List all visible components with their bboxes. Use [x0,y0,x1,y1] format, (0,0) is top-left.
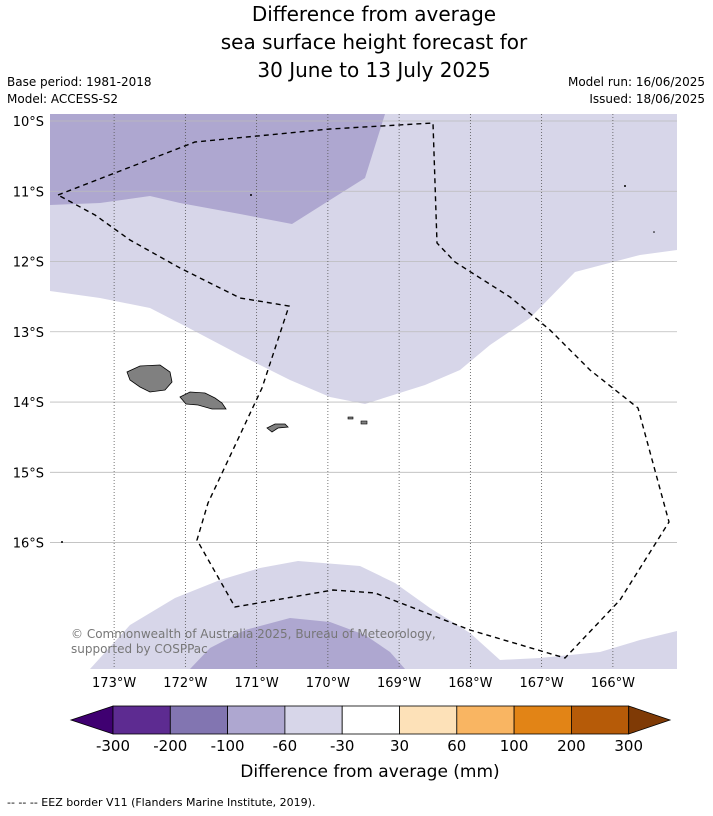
colorbar-tick: 30 [390,737,409,755]
colorbar-tick: 200 [557,737,586,755]
colorbar-extend-high [628,705,672,735]
title-line-2: sea surface height forecast for [220,30,528,54]
colorbar-segment [399,705,458,735]
base-period: Base period: 1981-2018 [7,75,152,89]
lat-label: 10°S [13,115,44,130]
colorbar-title: Difference from average (mm) [240,762,499,782]
eez-footnote: -- -- -- EEZ border V11 (Flanders Marine… [7,796,316,809]
map-area [50,114,677,669]
copyright-notice: © Commonwealth of Australia 2025, Bureau… [71,627,436,656]
lon-label: 169°W [377,676,421,691]
colorbar-segment [169,705,229,735]
colorbar-segment [227,705,286,735]
island-savaii [126,364,173,393]
meta-left: Base period: 1981-2018 Model: ACCESS-S2 [7,74,152,108]
anomaly-region-medium-north [50,114,385,224]
lon-label: 167°W [520,676,564,691]
anomaly-region-medium-south [190,618,405,669]
island-tutuila [266,423,289,433]
island-tiny-2 [624,185,626,187]
colorbar-tick: -200 [153,737,187,755]
colorbar [69,705,672,735]
title-line-3: 30 June to 13 July 2025 [257,58,491,82]
lat-label: 13°S [13,326,44,341]
lon-label: 173°W [92,676,136,691]
colorbar-segment [456,705,515,735]
island-tiny-3 [653,231,655,233]
colorbar-tick-labels: -300 -200 -100 -60 -30 30 60 100 200 300 [96,737,643,755]
lat-label: 14°S [13,396,44,411]
colorbar-tick: -300 [96,737,130,755]
meta-right: Model run: 16/06/2025 Issued: 18/06/2025 [568,74,705,108]
latitude-gridlines [50,120,677,543]
island-tiny-4 [61,541,63,543]
island-manua-2 [360,420,368,425]
island-manua-1 [347,416,354,420]
lon-label: 172°W [163,676,207,691]
model-name: Model: ACCESS-S2 [7,92,119,106]
colorbar-tick: -100 [211,737,245,755]
map-title: Difference from average sea surface heig… [0,0,713,84]
lat-label: 11°S [13,185,44,200]
colorbar-extend-low [69,705,114,735]
colorbar-tick: -60 [273,737,298,755]
issued-date: Issued: 18/06/2025 [589,92,705,106]
lon-label: 171°W [235,676,279,691]
model-run: Model run: 16/06/2025 [567,75,705,89]
lat-label: 12°S [13,256,44,271]
colorbar-tick: 60 [447,737,466,755]
colorbar-segment [112,705,171,735]
colorbar-segment [341,705,400,735]
longitude-gridlines [113,114,614,669]
lat-label: 16°S [13,537,44,552]
title-line-1: Difference from average [251,2,497,26]
colorbar-segment [284,705,343,735]
lon-label: 170°W [306,676,350,691]
lat-label: 15°S [13,466,44,481]
latitude-labels: 10°S 11°S 12°S 13°S 14°S 15°S 16°S [13,115,44,552]
longitude-labels: 173°W 172°W 171°W 170°W 169°W 168°W 167°W 166°W [92,676,635,691]
lon-label: 166°W [591,676,635,691]
colorbar-tick: 300 [614,737,643,755]
colorbar-segment [571,705,630,735]
colorbar-tick: -30 [330,737,355,755]
island-upolu [179,391,227,410]
colorbar-tick: 100 [500,737,529,755]
island-tiny-1 [250,194,252,196]
lon-label: 168°W [448,676,492,691]
colorbar-segment [513,705,572,735]
